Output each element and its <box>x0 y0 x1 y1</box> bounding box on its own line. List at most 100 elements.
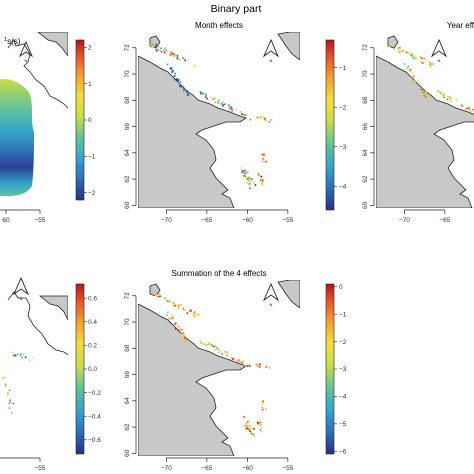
data-point <box>178 327 181 330</box>
data-point <box>408 68 411 71</box>
data-point <box>216 99 219 102</box>
island <box>149 283 161 297</box>
data-point <box>469 110 471 113</box>
colorbar-tick-label: −0.6 <box>88 437 101 444</box>
data-point <box>242 170 245 173</box>
data-point <box>262 408 264 411</box>
data-point <box>227 351 229 354</box>
data-point <box>179 81 182 83</box>
y-tick-label: 64 <box>362 149 369 157</box>
data-point <box>164 297 166 300</box>
data-point <box>176 57 179 59</box>
north-arrow: N <box>18 40 34 63</box>
data-point <box>411 54 413 57</box>
data-point <box>249 118 252 121</box>
data-point <box>440 91 443 94</box>
data-point <box>155 50 158 52</box>
data-point <box>155 43 158 46</box>
colorbar-tick-label: 0 <box>339 284 343 291</box>
data-point <box>216 346 218 349</box>
land-mass <box>138 303 247 456</box>
data-point <box>235 108 238 111</box>
data-point <box>248 426 250 428</box>
data-point <box>170 51 173 54</box>
data-point <box>245 178 248 180</box>
panel-year-effects: Year eff N −70 −65 60 62 64 66 68 70 72 <box>362 21 474 224</box>
data-point <box>423 57 426 60</box>
north-arrow-label: N <box>20 296 23 301</box>
data-point <box>182 334 184 337</box>
data-point <box>228 104 230 107</box>
data-point <box>449 97 452 100</box>
data-point <box>471 110 473 113</box>
data-point <box>152 44 154 46</box>
colorbar: −1 −2 −3 −4 <box>325 39 347 211</box>
data-point <box>170 53 173 56</box>
data-point <box>245 422 248 425</box>
data-point <box>468 106 471 108</box>
y-tick-label: 72 <box>362 44 369 52</box>
data-point <box>173 55 175 57</box>
data-point <box>421 92 424 95</box>
data-point <box>420 89 423 91</box>
colorbar-tick-label: 0 <box>88 117 92 124</box>
data-point <box>425 93 428 96</box>
y-tick-label: 60 <box>362 201 369 209</box>
data-point <box>173 305 175 307</box>
data-point <box>438 91 440 93</box>
data-point <box>415 57 418 60</box>
data-point <box>257 422 259 425</box>
data-point <box>229 106 231 109</box>
data-point <box>224 350 226 353</box>
data-point <box>174 323 177 325</box>
data-point <box>432 62 435 65</box>
data-point <box>258 419 261 421</box>
data-point <box>255 363 257 365</box>
data-point <box>193 64 195 67</box>
colorbar-tick-label: −4 <box>339 394 347 401</box>
data-point <box>245 428 248 430</box>
land-mass <box>138 55 247 208</box>
data-point <box>251 433 254 436</box>
y-tick-label: 70 <box>124 318 131 326</box>
data-point <box>261 430 263 433</box>
data-point <box>151 45 154 48</box>
data-point <box>222 104 224 106</box>
data-point <box>176 55 179 58</box>
data-point <box>261 180 264 182</box>
data-point <box>164 47 167 50</box>
colorbar: 0.6 0.4 0.2 0.0 −0.2 −0.4 −0.6 <box>75 283 101 455</box>
data-point <box>260 175 262 178</box>
data-point <box>407 51 409 54</box>
data-point <box>167 300 170 303</box>
y-tick-label: 64 <box>124 397 131 405</box>
data-point <box>263 154 266 156</box>
data-point <box>182 332 185 334</box>
axes: −70 −65 −60 −55 60 62 64 66 68 70 72 <box>124 292 294 472</box>
data-point <box>248 424 250 427</box>
x-tick-label: −70 <box>161 217 172 224</box>
data-point <box>255 364 258 366</box>
x-tick-label: −55 <box>34 465 45 472</box>
data-point <box>14 355 17 357</box>
data-point <box>214 345 217 348</box>
data-point <box>185 90 188 93</box>
data-point <box>446 98 449 101</box>
data-point <box>247 420 250 422</box>
colorbar-tick-label: 1 <box>88 81 92 88</box>
data-point <box>241 171 243 174</box>
data-point <box>412 58 415 60</box>
panel-effect-bottom-left: N −55 0.6 0.4 0.2 0.0 −0.2 −0.4 −0.6 <box>0 276 101 472</box>
y-tick-label: 62 <box>124 175 131 183</box>
colorbar-tick-label: 2 <box>88 44 92 51</box>
data-point <box>183 339 186 341</box>
data-point <box>256 421 259 424</box>
data-point <box>425 97 428 100</box>
data-point <box>257 172 260 175</box>
data-point <box>166 314 168 317</box>
data-point <box>232 358 235 360</box>
data-point <box>183 87 185 90</box>
data-point <box>159 295 162 297</box>
data-point <box>417 79 419 81</box>
